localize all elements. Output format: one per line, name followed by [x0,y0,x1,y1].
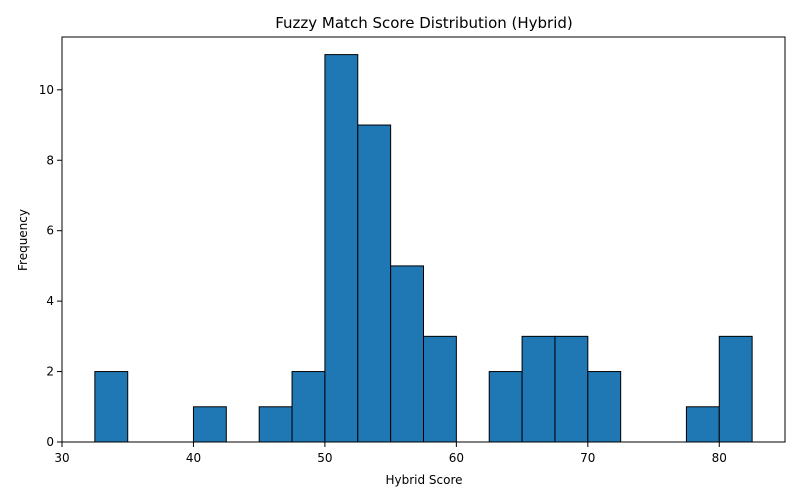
x-tick-label: 70 [580,451,595,465]
histogram-bar [94,371,129,443]
y-tick-label: 10 [39,83,54,97]
x-tick-label: 50 [317,451,332,465]
x-axis-label: Hybrid Score [385,473,462,487]
chart-title: Fuzzy Match Score Distribution (Hybrid) [275,14,573,32]
y-tick-label: 2 [46,365,54,379]
histogram-bar [423,335,457,443]
y-tick-label: 4 [46,294,54,308]
histogram-bar [357,124,392,443]
histogram-bar [521,335,556,443]
histogram-bar [258,406,293,443]
histogram-bar [192,406,227,443]
y-tick-label: 8 [46,153,54,167]
x-tick-label: 40 [186,451,201,465]
y-axis-label: Frequency [16,209,30,271]
y-tick-label: 6 [46,224,54,238]
histogram-bar [554,335,589,443]
axis-ticks: 30 40 50 60 70 80 0 2 4 6 8 10 [39,83,727,465]
histogram-bars [94,54,753,443]
histogram-bar [685,406,720,443]
plot-area-frame [61,36,786,443]
histogram-bar [488,371,523,443]
histogram-bar [291,371,326,443]
histogram-bar [587,371,622,443]
histogram-bar [324,54,359,443]
x-tick-label: 30 [54,451,69,465]
x-tick-label: 60 [449,451,464,465]
histogram-bar [390,265,424,443]
y-tick-label: 0 [46,435,54,449]
x-tick-label: 80 [712,451,727,465]
histogram-bar [718,335,753,443]
